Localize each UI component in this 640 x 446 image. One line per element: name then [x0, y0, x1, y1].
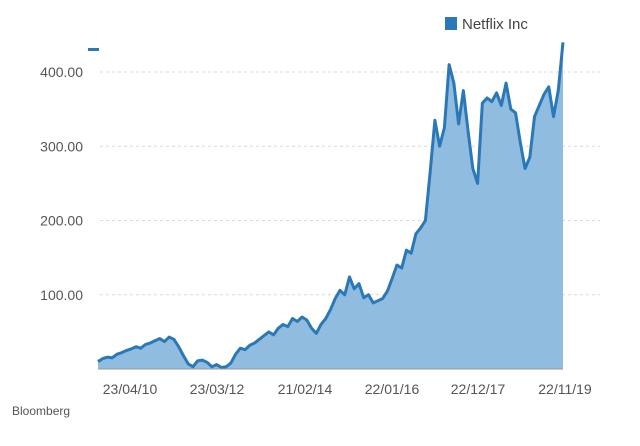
x-tick-label: 22/12/17 [451, 381, 506, 397]
netflix-line [97, 42, 565, 370]
y-tick-label: 100.00 [40, 287, 83, 303]
x-tick-label: 21/02/14 [278, 381, 333, 397]
source-label: Bloomberg [12, 404, 71, 418]
legend-swatch [445, 17, 457, 30]
netflix-area [98, 42, 563, 370]
x-tick-label: 23/03/12 [190, 381, 245, 397]
legend: Netflix Inc [445, 16, 528, 33]
x-tick-label: 22/11/19 [538, 381, 592, 397]
axis-top-marker [88, 48, 99, 51]
x-tick-label: 22/01/16 [365, 381, 420, 397]
y-tick-label: 400.00 [40, 64, 83, 80]
x-axis-ticks: 23/04/10 23/03/12 21/02/14 22/01/16 22/12/17… [103, 381, 592, 397]
y-tick-label: 300.00 [40, 138, 83, 154]
y-tick-label: 200.00 [40, 213, 83, 229]
x-tick-label: 23/04/10 [103, 381, 158, 397]
legend-label: Netflix Inc [462, 16, 528, 33]
y-axis-ticks: 100.00 200.00 300.00 400.00 [40, 64, 83, 303]
